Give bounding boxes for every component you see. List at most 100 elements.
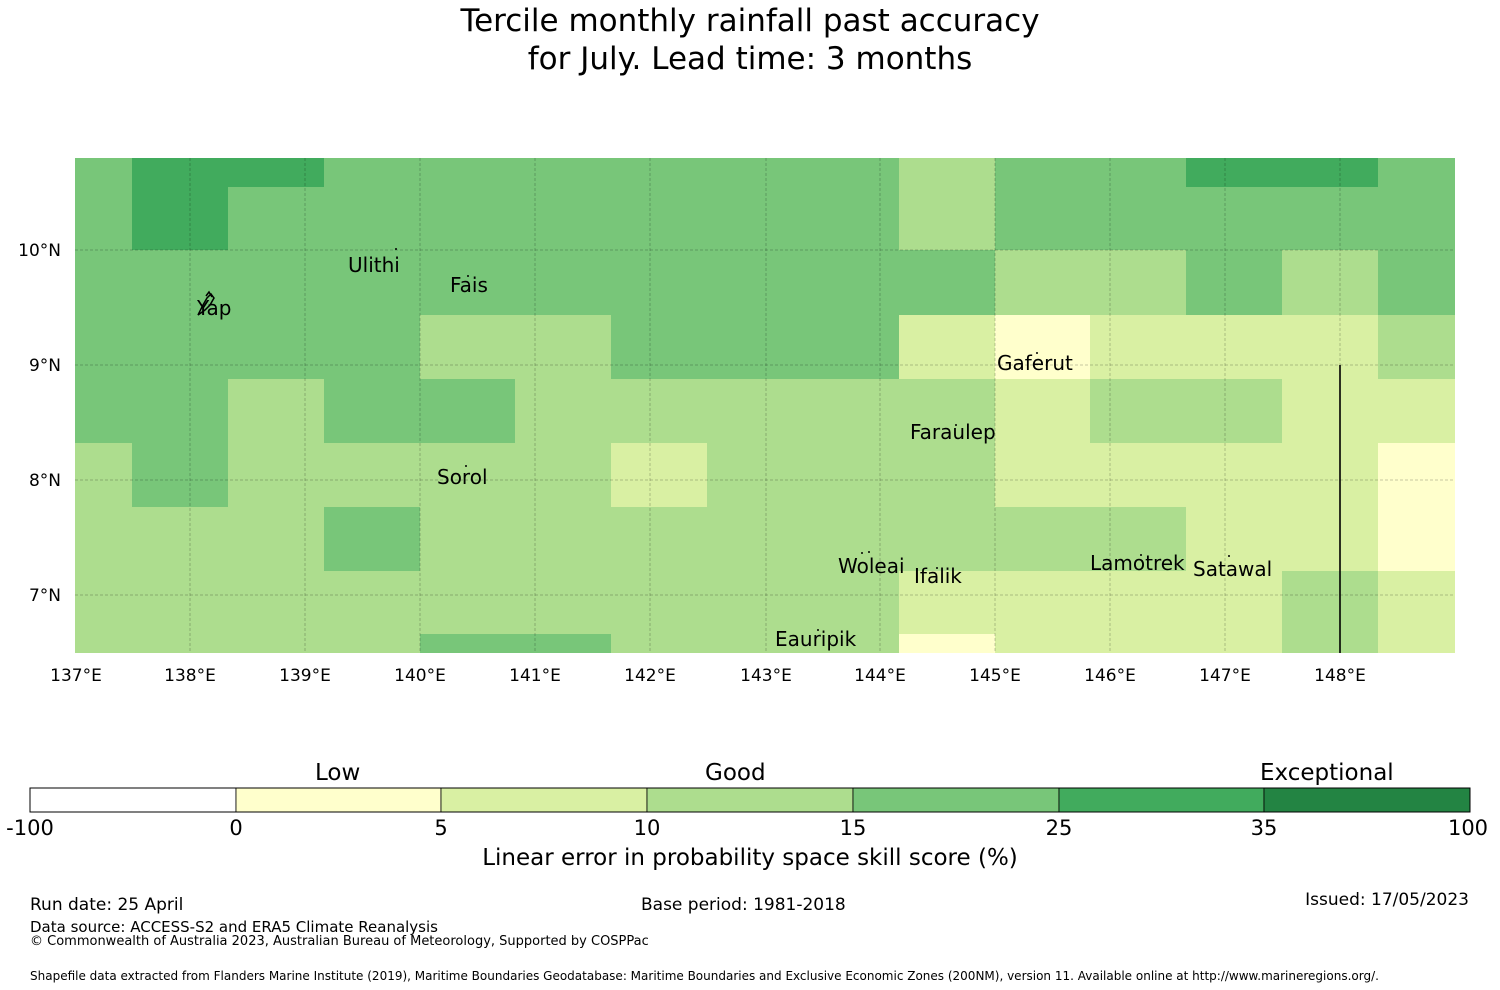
grid-cell — [1282, 187, 1378, 250]
place-label-eauripik: Eauripik — [775, 627, 857, 651]
grid-cell — [515, 379, 611, 443]
grid-cell — [707, 250, 803, 315]
grid-cell — [899, 315, 995, 379]
grid-cell — [1282, 634, 1378, 653]
lon-tick-137: 137°E — [50, 666, 102, 686]
grid-cell — [611, 571, 707, 634]
cb-tick-25: 25 — [1046, 816, 1073, 840]
grid-cell — [707, 315, 803, 379]
grid-cell — [1378, 187, 1455, 250]
grid-cell — [803, 634, 899, 653]
grid-cell — [515, 507, 611, 571]
grid-cell — [611, 634, 707, 653]
lon-tick-141: 141°E — [509, 666, 561, 686]
place-label-satawal: Satawal — [1193, 557, 1272, 581]
colorbar-segment — [440, 787, 648, 813]
place-label-sorol: Sorol — [437, 465, 488, 489]
grid-cell — [995, 507, 1090, 571]
lon-tick-138: 138°E — [164, 666, 216, 686]
grid-cell — [420, 315, 515, 379]
grid-cell — [899, 634, 995, 653]
grid-cell — [324, 187, 420, 250]
grid-cell — [1090, 250, 1186, 315]
lat-tick-8n: 8°N — [29, 471, 61, 491]
grid-cell — [995, 443, 1090, 507]
grid-cell — [515, 634, 611, 653]
grid-cell — [1378, 571, 1455, 634]
grid-cell — [132, 571, 228, 634]
lon-tick-139: 139°E — [279, 666, 331, 686]
cb-tick-100: 100 — [1448, 816, 1488, 840]
colorbar-segment — [29, 787, 237, 813]
lon-tick-144: 144°E — [854, 666, 906, 686]
grid-cell — [1186, 634, 1282, 653]
grid-cell — [228, 250, 324, 315]
grid-cell — [1378, 315, 1455, 379]
grid-cell — [1090, 158, 1186, 187]
lat-tick-9n: 9°N — [29, 356, 61, 376]
grid-cell — [132, 315, 228, 379]
grid-cell — [1378, 379, 1455, 443]
grid-cell — [803, 379, 899, 443]
category-good: Good — [705, 760, 766, 786]
grid-cell — [707, 158, 803, 187]
grid-cell — [899, 158, 995, 187]
place-label-woleai: Woleai — [838, 554, 905, 578]
atoll-dots — [395, 248, 1230, 631]
grid-cell — [324, 634, 420, 653]
grid-cell — [132, 634, 228, 653]
grid-cell — [995, 634, 1090, 653]
place-label-lamotrek: Lamotrek — [1090, 551, 1185, 575]
cb-tick-35: 35 — [1251, 816, 1278, 840]
grid-cell — [995, 158, 1090, 187]
grid-cell — [515, 158, 611, 187]
grid-cell — [515, 571, 611, 634]
skill-map: Yap Ulithi Fais Sorol Gaferut Faraulep W… — [18, 158, 1455, 686]
grid-cell — [995, 250, 1090, 315]
grid-cell — [228, 443, 324, 507]
grid-cell — [1282, 250, 1378, 315]
grid-cell — [228, 158, 324, 187]
grid-cell — [132, 507, 228, 571]
grid-cell — [132, 379, 228, 443]
grid-cell — [899, 379, 995, 443]
grid-cell — [899, 187, 995, 250]
grid-cell — [899, 443, 995, 507]
cb-tick-minus100: -100 — [6, 816, 54, 840]
cb-tick-5: 5 — [434, 816, 447, 840]
grid-cell — [420, 507, 515, 571]
grid-cell — [803, 507, 899, 571]
grid-cell — [324, 250, 420, 315]
grid-cell — [515, 187, 611, 250]
grid-cell — [75, 158, 132, 187]
grid-cell — [1378, 250, 1455, 315]
grid-cell — [420, 571, 515, 634]
category-low: Low — [315, 760, 361, 786]
colorbar-segment — [235, 787, 442, 813]
grid-cell — [228, 315, 324, 379]
grid-cell — [1186, 379, 1282, 443]
grid-cell — [75, 315, 132, 379]
grid-cell — [1090, 315, 1186, 379]
grid-cell — [707, 507, 803, 571]
grid-cell — [611, 315, 707, 379]
grid-cell — [707, 443, 803, 507]
colorbar: -100 0 5 10 15 25 35 100 — [6, 787, 1488, 840]
data-source: Data source: ACCESS-S2 and ERA5 Climate … — [30, 918, 438, 936]
colorbar-segment — [852, 787, 1060, 813]
grid-cell — [1282, 379, 1378, 443]
grid-cell — [1090, 379, 1186, 443]
grid-cell — [995, 571, 1090, 634]
grid-cell — [75, 443, 132, 507]
grid-cell — [515, 250, 611, 315]
grid-cell — [420, 158, 515, 187]
place-label-ifalik: Ifalik — [914, 564, 962, 588]
grid-cell — [132, 250, 228, 315]
grid-cell — [228, 379, 324, 443]
category-exceptional: Exceptional — [1260, 760, 1394, 786]
grid-cell — [1090, 507, 1186, 571]
grid-cell — [803, 187, 899, 250]
grid-cell — [228, 187, 324, 250]
lon-tick-148: 148°E — [1314, 666, 1366, 686]
issued-date: Issued: 17/05/2023 — [1305, 890, 1469, 910]
